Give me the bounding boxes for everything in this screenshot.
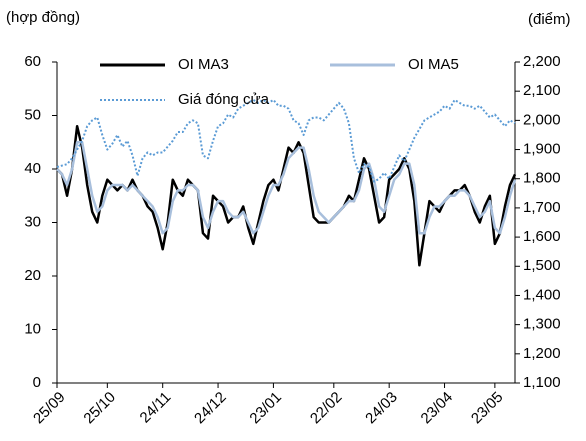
y-tick-label: 60 — [24, 53, 41, 70]
y-tick-label: 0 — [33, 374, 41, 391]
y2-tick-label: 1,600 — [523, 228, 561, 245]
series-line — [56, 124, 517, 267]
x-tick-label: 24/12 — [191, 389, 230, 428]
y2-tick-label: 1,200 — [523, 345, 561, 362]
x-tick-label: 23/01 — [246, 389, 285, 428]
y-tick-label: 40 — [24, 160, 41, 177]
y-tick-label: 50 — [24, 106, 41, 123]
series-line — [56, 98, 516, 183]
y-tick-label: 30 — [24, 213, 41, 230]
y2-tick-label: 1,700 — [523, 199, 561, 216]
y-axis-label: (hợp đồng) — [6, 9, 80, 26]
legend-label: OI MA5 — [408, 56, 459, 73]
legend-label: Giá đóng cửa — [178, 91, 270, 108]
y2-tick-label: 1,400 — [523, 286, 561, 303]
y2-axis-label: (điểm) — [528, 11, 571, 28]
y2-tick-label: 2,200 — [523, 53, 561, 70]
x-tick-label: 24/03 — [362, 389, 401, 428]
x-tick-label: 23/05 — [468, 389, 507, 428]
x-tick-label: 23/04 — [418, 389, 457, 428]
x-tick-label: 22/02 — [307, 389, 346, 428]
legend-label: OI MA3 — [178, 56, 229, 73]
x-tick-label: 25/09 — [30, 389, 69, 428]
y2-tick-label: 2,000 — [523, 111, 561, 128]
series-line — [56, 141, 517, 235]
y-tick-label: 10 — [24, 320, 41, 337]
x-tick-label: 24/11 — [137, 389, 175, 427]
y2-tick-label: 1,100 — [523, 374, 561, 391]
y-tick-label: 20 — [24, 267, 41, 284]
y2-tick-label: 1,500 — [523, 257, 561, 274]
y2-tick-label: 1,800 — [523, 170, 561, 187]
y2-tick-label: 1,300 — [523, 316, 561, 333]
x-tick-label: 25/10 — [80, 389, 119, 428]
y2-tick-label: 1,900 — [523, 141, 561, 158]
y2-tick-label: 2,100 — [523, 82, 561, 99]
